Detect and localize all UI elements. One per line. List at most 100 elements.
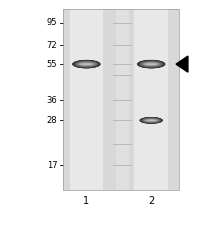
Ellipse shape	[143, 119, 159, 122]
Ellipse shape	[144, 119, 159, 122]
Ellipse shape	[81, 64, 92, 65]
Ellipse shape	[141, 117, 162, 123]
Text: 1: 1	[83, 196, 89, 206]
Ellipse shape	[141, 118, 161, 123]
Ellipse shape	[137, 60, 165, 68]
Ellipse shape	[142, 62, 160, 66]
Ellipse shape	[145, 63, 158, 65]
Text: 95: 95	[47, 18, 57, 27]
Ellipse shape	[144, 119, 158, 122]
Ellipse shape	[140, 61, 162, 67]
Ellipse shape	[146, 64, 156, 65]
Ellipse shape	[147, 120, 155, 121]
Text: 2: 2	[148, 196, 154, 206]
Ellipse shape	[143, 118, 160, 122]
Ellipse shape	[75, 61, 98, 67]
Ellipse shape	[145, 119, 158, 122]
Ellipse shape	[142, 118, 160, 123]
Ellipse shape	[145, 119, 157, 122]
Bar	[116, 9, 129, 190]
Ellipse shape	[147, 120, 155, 121]
Ellipse shape	[140, 61, 163, 67]
Ellipse shape	[141, 62, 161, 67]
Ellipse shape	[139, 61, 164, 68]
Ellipse shape	[139, 61, 163, 68]
Ellipse shape	[78, 62, 95, 66]
Ellipse shape	[142, 62, 160, 66]
Ellipse shape	[77, 62, 96, 66]
Ellipse shape	[144, 63, 159, 65]
Ellipse shape	[141, 62, 161, 67]
Polygon shape	[176, 56, 188, 72]
Ellipse shape	[73, 60, 100, 68]
Ellipse shape	[140, 117, 162, 124]
Ellipse shape	[138, 60, 164, 68]
Text: 36: 36	[46, 96, 57, 105]
Bar	[70, 9, 103, 190]
Ellipse shape	[75, 61, 97, 67]
Ellipse shape	[75, 61, 98, 67]
Ellipse shape	[77, 62, 96, 66]
Ellipse shape	[146, 120, 156, 121]
Ellipse shape	[142, 118, 161, 123]
Ellipse shape	[145, 119, 158, 122]
Ellipse shape	[73, 60, 100, 68]
Ellipse shape	[138, 61, 164, 68]
Ellipse shape	[141, 118, 161, 123]
Ellipse shape	[146, 63, 157, 65]
Ellipse shape	[79, 63, 94, 65]
Ellipse shape	[146, 119, 157, 121]
Ellipse shape	[144, 119, 159, 122]
Ellipse shape	[72, 60, 101, 68]
Ellipse shape	[145, 119, 157, 122]
Ellipse shape	[144, 63, 158, 65]
Ellipse shape	[137, 60, 165, 68]
Ellipse shape	[140, 61, 162, 67]
Ellipse shape	[139, 61, 164, 68]
Ellipse shape	[146, 120, 157, 121]
Bar	[63, 9, 179, 190]
Ellipse shape	[145, 63, 157, 65]
Ellipse shape	[147, 120, 156, 121]
Ellipse shape	[143, 62, 159, 66]
Ellipse shape	[78, 62, 95, 66]
Ellipse shape	[81, 63, 92, 65]
Ellipse shape	[76, 61, 97, 67]
Ellipse shape	[80, 63, 93, 65]
Ellipse shape	[142, 118, 160, 123]
Bar	[63, 9, 179, 190]
Ellipse shape	[140, 117, 163, 124]
Ellipse shape	[76, 62, 97, 67]
Ellipse shape	[73, 61, 99, 68]
Ellipse shape	[75, 61, 98, 68]
Text: 55: 55	[47, 60, 57, 69]
Ellipse shape	[143, 62, 160, 66]
Ellipse shape	[74, 61, 99, 68]
Ellipse shape	[147, 120, 156, 121]
Ellipse shape	[144, 63, 159, 65]
Ellipse shape	[141, 61, 162, 67]
Ellipse shape	[141, 117, 162, 123]
Ellipse shape	[140, 117, 163, 124]
Ellipse shape	[138, 60, 165, 68]
Ellipse shape	[146, 120, 156, 121]
Ellipse shape	[143, 118, 159, 122]
Ellipse shape	[76, 62, 96, 67]
Ellipse shape	[78, 62, 95, 66]
Ellipse shape	[80, 63, 93, 65]
Ellipse shape	[145, 63, 157, 65]
Ellipse shape	[79, 63, 94, 65]
Ellipse shape	[142, 62, 161, 66]
Ellipse shape	[74, 61, 99, 68]
Bar	[134, 9, 168, 190]
Ellipse shape	[143, 118, 160, 122]
Text: 28: 28	[47, 116, 57, 125]
Ellipse shape	[79, 63, 93, 65]
Ellipse shape	[143, 63, 159, 66]
Ellipse shape	[78, 63, 94, 66]
Text: 17: 17	[47, 161, 57, 170]
Text: 72: 72	[47, 40, 57, 50]
Ellipse shape	[73, 60, 100, 68]
Ellipse shape	[140, 117, 162, 123]
Ellipse shape	[81, 63, 92, 65]
